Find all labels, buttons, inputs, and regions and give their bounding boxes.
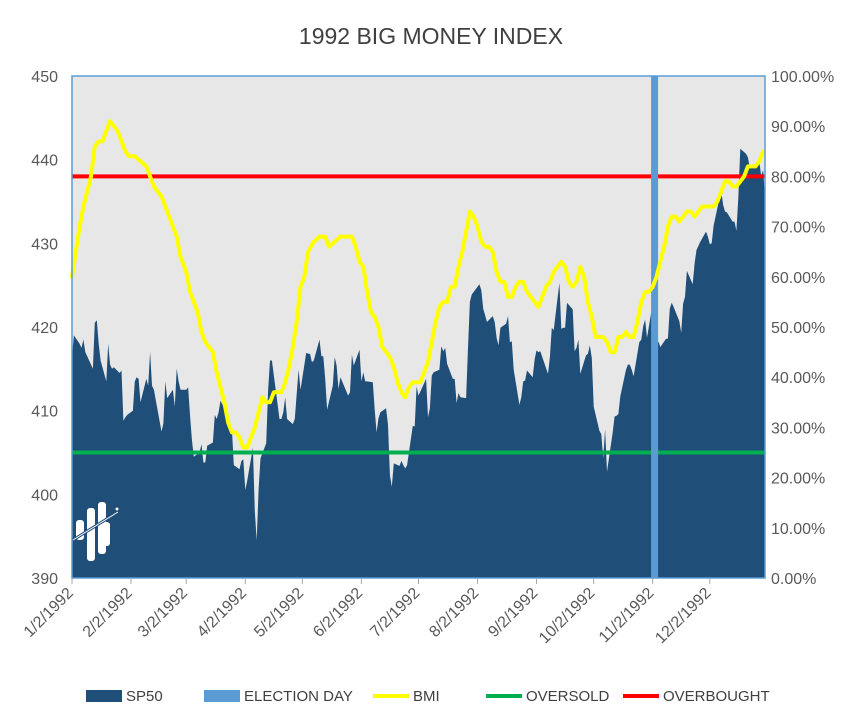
- legend-label: OVERSOLD: [526, 688, 610, 705]
- y-left-tick-label: 410: [31, 404, 58, 421]
- x-tick-label: 2/2/1992: [80, 585, 136, 641]
- y-right-tick-label: 80.00%: [771, 169, 825, 186]
- y-right-tick-label: 10.00%: [771, 521, 825, 538]
- legend-item-oversold: OVERSOLD: [486, 688, 610, 705]
- y-axis-right: 0.00% 10.00% 20.00% 30.00% 40.00% 50.00% 60.00…: [771, 69, 834, 588]
- legend: SP50 ELECTION DAY BMI OVERSOLD OVERBOUGHT: [86, 688, 770, 705]
- y-right-tick-label: 0.00%: [771, 571, 816, 588]
- x-tick-label: 12/2/1992: [652, 585, 714, 647]
- y-left-tick-label: 450: [31, 69, 58, 86]
- election-day-layer: [651, 76, 659, 578]
- y-right-tick-label: 90.00%: [771, 119, 825, 136]
- legend-item-sp50: SP50: [86, 688, 163, 705]
- legend-item-overbought: OVERBOUGHT: [623, 688, 770, 705]
- bmi-line: [70, 119, 766, 450]
- y-right-tick-label: 40.00%: [771, 370, 825, 387]
- bmi-line-layer: [70, 119, 766, 450]
- y-right-tick-label: 20.00%: [771, 471, 825, 488]
- election-day-band: [651, 76, 659, 578]
- legend-swatch: [86, 690, 122, 702]
- y-right-tick-label: 100.00%: [771, 69, 834, 86]
- x-axis: 1/2/1992 2/2/1992 3/2/1992 4/2/1992 5/2/1992…: [21, 577, 765, 647]
- y-left-tick-label: 430: [31, 236, 58, 253]
- x-tick-label: 7/2/1992: [367, 585, 423, 641]
- threshold-lines-layer: [72, 174, 765, 455]
- y-right-tick-label: 30.00%: [771, 420, 825, 437]
- y-right-tick-label: 50.00%: [771, 320, 825, 337]
- legend-label: ELECTION DAY: [244, 688, 353, 705]
- x-tick-label: 5/2/1992: [251, 585, 307, 641]
- x-tick-label: 8/2/1992: [426, 585, 482, 641]
- legend-item-election-day: ELECTION DAY: [204, 688, 353, 705]
- x-tick-label: 10/2/1992: [536, 585, 598, 647]
- sp50-area: [72, 148, 765, 579]
- x-tick-label: 9/2/1992: [485, 585, 541, 641]
- y-left-tick-label: 440: [31, 153, 58, 170]
- bar-chart-logo-icon: [72, 502, 119, 561]
- y-axis-left: 390 400 410 420 430 440 450: [31, 69, 58, 588]
- legend-swatch: [204, 690, 240, 702]
- x-tick-label: 4/2/1992: [194, 585, 250, 641]
- y-right-tick-label: 60.00%: [771, 270, 825, 287]
- legend-label: SP50: [126, 688, 163, 705]
- x-tick-label: 11/2/1992: [596, 585, 658, 647]
- legend-item-bmi: BMI: [373, 688, 440, 705]
- y-left-tick-label: 390: [31, 571, 58, 588]
- y-left-tick-label: 400: [31, 487, 58, 504]
- x-tick-label: 3/2/1992: [135, 585, 191, 641]
- chart-title: 1992 BIG MONEY INDEX: [299, 23, 563, 49]
- x-tick-label: 6/2/1992: [310, 585, 366, 641]
- x-tick-label: 1/2/1992: [21, 585, 77, 641]
- legend-label: OVERBOUGHT: [663, 688, 770, 705]
- y-right-tick-label: 70.00%: [771, 220, 825, 237]
- y-left-tick-label: 420: [31, 320, 58, 337]
- legend-label: BMI: [413, 688, 440, 705]
- sp50-area-layer: [72, 148, 765, 579]
